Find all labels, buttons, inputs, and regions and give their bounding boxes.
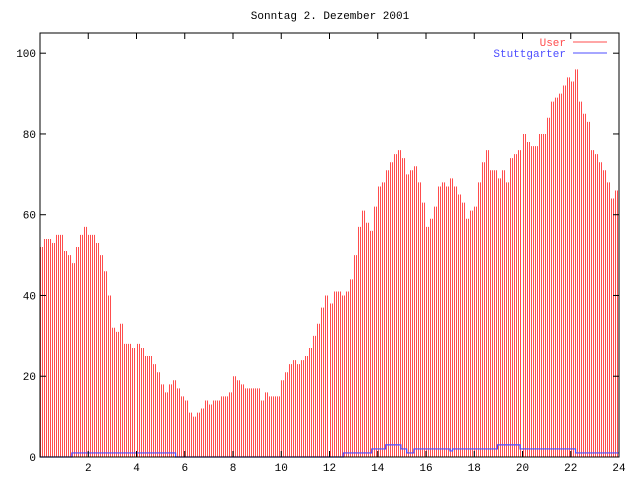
y-tick-label: 0	[29, 453, 36, 465]
x-tick-label: 4	[133, 463, 140, 475]
x-tick-label: 12	[323, 463, 336, 475]
x-tick-label: 24	[612, 463, 626, 475]
x-tick-label: 22	[564, 463, 577, 475]
x-tick-label: 2	[85, 463, 92, 475]
y-tick-label: 40	[23, 291, 36, 303]
x-tick-label: 16	[419, 463, 432, 475]
chart-title: Sonntag 2. Dezember 2001	[251, 11, 410, 23]
user-impulses	[40, 69, 618, 457]
y-tick-label: 100	[16, 49, 36, 61]
x-tick-label: 8	[230, 463, 237, 475]
x-tick-label: 14	[371, 463, 385, 475]
x-tick-label: 20	[516, 463, 529, 475]
x-tick-label: 6	[181, 463, 188, 475]
y-tick-label: 80	[23, 130, 36, 142]
legend-label-stuttgarter: Stuttgarter	[493, 49, 566, 61]
x-tick-label: 18	[468, 463, 481, 475]
x-tick-label: 10	[275, 463, 288, 475]
y-tick-label: 60	[23, 211, 36, 223]
legend: User Stuttgarter	[493, 38, 607, 61]
y-tick-label: 20	[23, 372, 36, 384]
legend-label-user: User	[540, 38, 566, 50]
